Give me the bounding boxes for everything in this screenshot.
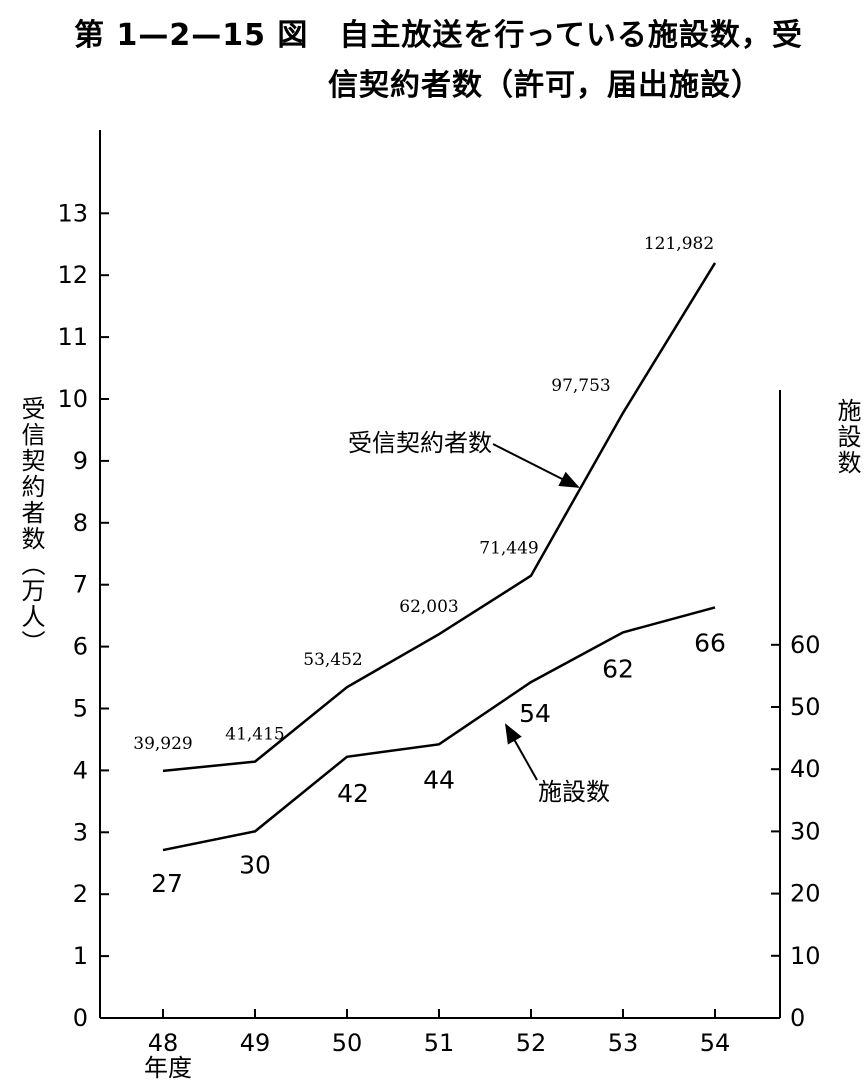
chart-title-line1: 第 1—2—15 図 自主放送を行っている施設数，受 <box>74 18 803 53</box>
arrow-subscribers <box>492 443 580 488</box>
data-label-subscribers: 53,452 <box>303 650 362 670</box>
data-label-subscribers: 97,753 <box>551 376 610 396</box>
x-axis-tick-label: 54 <box>700 1029 731 1057</box>
right-axis-tick-label: 10 <box>790 942 821 970</box>
data-label-facilities: 66 <box>694 628 726 657</box>
data-label-facilities: 62 <box>602 654 634 683</box>
data-label-subscribers: 41,415 <box>225 725 284 745</box>
left-axis-tick-label: 5 <box>73 695 88 723</box>
left-axis-tick-label: 3 <box>73 818 88 846</box>
right-axis-tick-label: 60 <box>790 631 821 659</box>
data-label-facilities: 42 <box>337 779 369 808</box>
left-axis-tick-label: 2 <box>73 880 88 908</box>
right-axis-tick-label: 20 <box>790 880 821 908</box>
data-label-subscribers: 121,982 <box>644 234 714 254</box>
x-axis-tick-label: 53 <box>608 1029 639 1057</box>
series-annotation-facilities: 施設数 <box>538 778 610 806</box>
x-axis-tick-label: 50 <box>332 1029 363 1057</box>
x-axis-tick-label: 48 <box>148 1029 179 1057</box>
data-label-facilities: 44 <box>423 765 455 794</box>
left-axis-tick-label: 7 <box>73 571 88 599</box>
left-axis-tick-label: 10 <box>57 385 88 413</box>
left-axis-label: 受信契約者数（万人） <box>17 396 45 656</box>
x-axis-label: 年度 <box>144 1054 192 1082</box>
left-axis-tick-label: 0 <box>73 1004 88 1032</box>
right-axis-tick-label: 50 <box>790 693 821 721</box>
x-axis-tick-label: 49 <box>240 1029 271 1057</box>
series-line-facilities <box>162 606 716 852</box>
left-axis-tick-label: 4 <box>73 756 88 784</box>
data-label-facilities: 30 <box>239 850 271 879</box>
left-axis-tick-label: 6 <box>73 633 88 661</box>
series-annotation-subscribers: 受信契約者数 <box>348 429 492 457</box>
data-label-subscribers: 39,929 <box>133 734 192 754</box>
series-line-subscribers <box>162 262 717 773</box>
left-axis-tick-label: 11 <box>57 323 88 351</box>
right-axis-tick-label: 0 <box>790 1004 805 1032</box>
arrow-facilities <box>505 723 538 781</box>
data-label-subscribers: 62,003 <box>399 597 458 617</box>
chart-title-line2: 信契約者数（許可，届出施設） <box>328 68 762 103</box>
x-axis-tick-label: 51 <box>424 1029 455 1057</box>
left-axis-tick-label: 9 <box>73 447 88 475</box>
left-axis-tick-label: 12 <box>57 261 88 289</box>
data-label-facilities: 27 <box>151 869 183 898</box>
right-axis-label: 施設数 <box>833 398 861 476</box>
left-axis-tick-label: 8 <box>73 509 88 537</box>
left-axis-tick-label: 13 <box>57 199 88 227</box>
data-label-subscribers: 71,449 <box>479 539 538 559</box>
x-axis-tick-label: 52 <box>516 1029 547 1057</box>
left-axis-tick-label: 1 <box>73 942 88 970</box>
data-label-facilities: 54 <box>519 699 551 728</box>
right-axis-tick-label: 40 <box>790 755 821 783</box>
right-axis-tick-label: 30 <box>790 817 821 845</box>
